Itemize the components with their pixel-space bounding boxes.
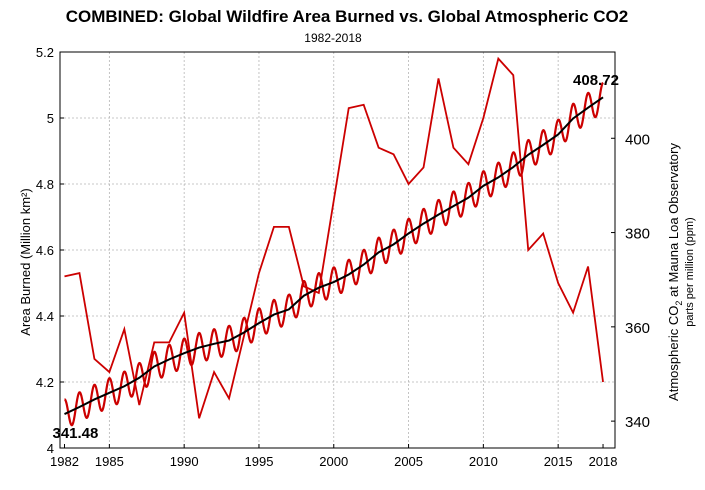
y-tick-label: 4.4 [36,309,54,324]
x-tick-label: 1985 [95,454,124,469]
co2-seasonal-line [64,81,604,427]
x-tick-label: 1990 [170,454,199,469]
x-tick-label: 2000 [319,454,348,469]
y2-tick-label: 340 [625,414,650,431]
y2-tick-label: 400 [625,131,650,148]
right-y-axis-ticks: 340 360 380 400 [611,131,650,431]
y2-tick-label: 360 [625,320,650,337]
x-tick-label: 2005 [394,454,423,469]
y-tick-label: 4.2 [36,375,54,390]
plot-frame [59,51,616,449]
chart-subtitle: 1982-2018 [304,31,362,45]
y-tick-label: 4.8 [36,177,54,192]
y-tick-label: 4.6 [36,243,54,258]
x-tick-label: 2015 [544,454,573,469]
x-tick-label: 2010 [469,454,498,469]
right-y-axis-units: parts per million (ppm) [684,217,696,326]
annotation-start-value: 341.48 [52,425,98,442]
co2-trend-line [64,96,604,415]
x-tick-label: 1995 [245,454,274,469]
x-tick-label: 1982 [50,454,79,469]
right-y-axis-label: Atmospheric CO2 at Mauna Loa Observatory [666,143,684,401]
annotation-end-value: 408.72 [573,72,619,89]
area-burned-line [64,56,604,419]
x-axis-ticks: 1982 1985 1990 1995 2000 2005 2010 2015 2018 [50,444,617,469]
right-y-axis-label-post: at Mauna Loa Observatory [666,143,681,301]
plot-series [64,56,604,427]
y-tick-label: 4 [47,441,54,456]
y-tick-label: 5.2 [36,45,54,60]
x-tick-label: 2018 [589,454,618,469]
y2-tick-label: 380 [625,226,650,243]
left-y-axis-label: Area Burned (Million km²) [18,188,33,335]
chart-title: COMBINED: Global Wildfire Area Burned vs… [66,7,629,26]
y-tick-label: 5 [47,111,54,126]
right-y-axis-label-sub: 2 [674,301,684,306]
left-y-axis-ticks: 4 4.2 4.4 4.6 4.8 5 5.2 [36,45,64,456]
right-y-axis-label-pre: Atmospheric CO [666,306,681,401]
